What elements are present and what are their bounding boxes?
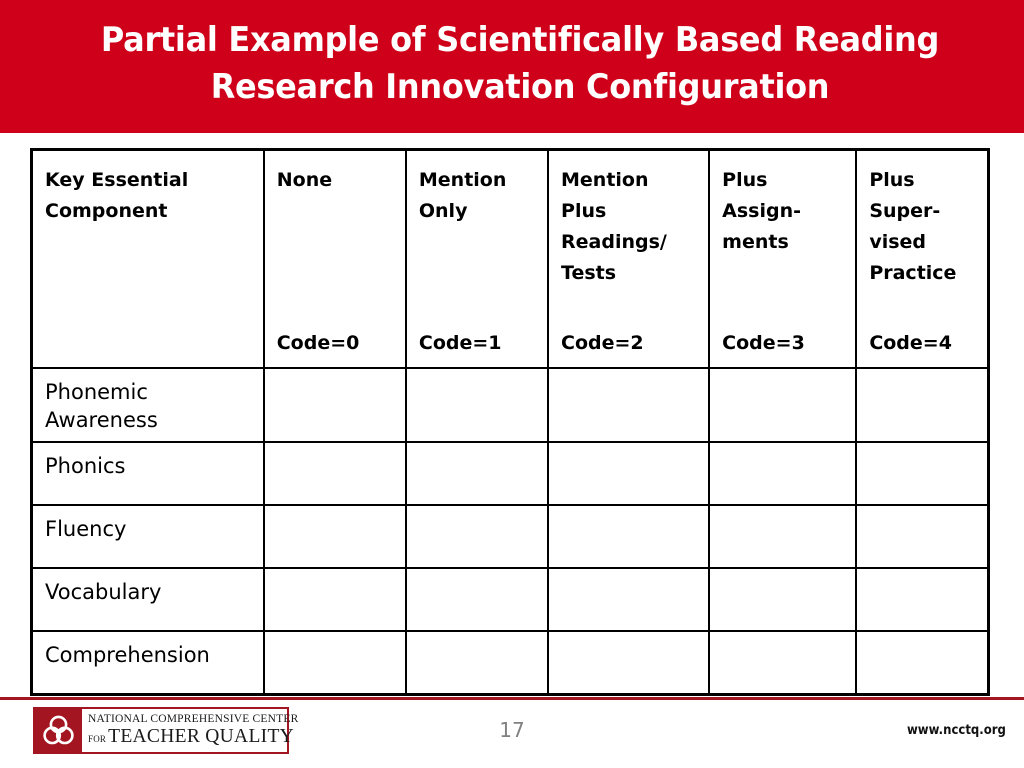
header-cell-none: None Code=0	[262, 148, 407, 369]
innovation-configuration-table: Key Essential Component None Code=0 Ment…	[30, 148, 990, 696]
cell-phonics-code2[interactable]	[547, 441, 711, 506]
row-header-fluency: Fluency	[30, 504, 265, 569]
header-label-component: Key Essential Component	[45, 169, 189, 222]
logo-line-national-comprehensive-center: NATIONAL COMPREHENSIVE CENTER	[88, 713, 299, 725]
cell-comprehension-code4[interactable]	[855, 630, 990, 696]
table-row: Vocabulary	[30, 567, 990, 632]
row-header-phonics: Phonics	[30, 441, 265, 506]
header-label-mention-only: Mention Only	[418, 169, 507, 222]
title-banner: Partial Example of Scientifically Based …	[0, 0, 1024, 133]
cell-fluency-code1[interactable]	[404, 504, 550, 569]
cell-fluency-code0[interactable]	[262, 504, 407, 569]
slide-footer: NATIONAL COMPREHENSIVE CENTER FOR TEACHE…	[0, 700, 1024, 768]
cell-fluency-code2[interactable]	[547, 504, 711, 569]
header-code-mention-only: Code=1	[418, 332, 502, 354]
cell-phonemic-awareness-code1[interactable]	[404, 367, 550, 443]
row-header-vocabulary: Vocabulary	[30, 567, 265, 632]
page-title: Partial Example of Scientifically Based …	[100, 20, 940, 107]
cell-phonemic-awareness-code2[interactable]	[547, 367, 711, 443]
header-code-plus-supervised-practice: Code=4	[869, 332, 952, 354]
cell-comprehension-code0[interactable]	[262, 630, 407, 696]
cell-comprehension-code1[interactable]	[404, 630, 550, 696]
cell-phonics-code4[interactable]	[855, 441, 990, 506]
cell-comprehension-code2[interactable]	[547, 630, 711, 696]
table-header-row: Key Essential Component None Code=0 Ment…	[30, 148, 990, 369]
cell-vocabulary-code1[interactable]	[404, 567, 550, 632]
logo-line-teacher-quality: TEACHER QUALITY	[108, 726, 295, 747]
header-label-plus-assignments: Plus Assign- ments	[722, 169, 802, 253]
table-row: Phonics	[30, 441, 990, 506]
ncctq-logo: NATIONAL COMPREHENSIVE CENTER FOR TEACHE…	[33, 707, 298, 754]
header-label-none: None	[276, 169, 333, 191]
cell-comprehension-code3[interactable]	[708, 630, 858, 696]
row-header-phonemic-awareness: Phonemic Awareness	[30, 367, 265, 443]
header-code-plus-assignments: Code=3	[722, 332, 805, 354]
cell-phonemic-awareness-code4[interactable]	[855, 367, 990, 443]
website-url[interactable]: www.ncctq.org	[907, 723, 1006, 738]
header-cell-component: Key Essential Component	[30, 148, 265, 369]
cell-phonics-code0[interactable]	[262, 441, 407, 506]
cell-phonemic-awareness-code3[interactable]	[708, 367, 858, 443]
cell-fluency-code4[interactable]	[855, 504, 990, 569]
cell-vocabulary-code2[interactable]	[547, 567, 711, 632]
header-cell-plus-assignments: Plus Assign- ments Code=3	[708, 148, 858, 369]
cell-phonemic-awareness-code0[interactable]	[262, 367, 407, 443]
footer-divider	[0, 697, 1024, 700]
header-cell-plus-supervised-practice: Plus Super- vised Practice Code=4	[855, 148, 990, 369]
table-row: Comprehension	[30, 630, 990, 696]
cell-phonics-code1[interactable]	[404, 441, 550, 506]
table-row: Fluency	[30, 504, 990, 569]
table-row: Phonemic Awareness	[30, 367, 990, 443]
cell-vocabulary-code0[interactable]	[262, 567, 407, 632]
triquetra-knot-icon	[35, 709, 82, 752]
header-cell-mention-plus-readings: Mention Plus Readings/ Tests Code=2	[547, 148, 711, 369]
cell-phonics-code3[interactable]	[708, 441, 858, 506]
header-code-none: Code=0	[276, 332, 360, 354]
cell-vocabulary-code3[interactable]	[708, 567, 858, 632]
row-header-comprehension: Comprehension	[30, 630, 265, 696]
header-label-mention-plus-readings: Mention Plus Readings/ Tests	[561, 169, 667, 284]
cell-vocabulary-code4[interactable]	[855, 567, 990, 632]
header-label-plus-supervised-practice: Plus Super- vised Practice	[869, 169, 957, 284]
header-code-mention-plus-readings: Code=2	[561, 332, 644, 354]
page-number: 17	[499, 718, 525, 742]
header-cell-mention-only: Mention Only Code=1	[404, 148, 550, 369]
logo-word-for: FOR	[88, 734, 107, 744]
cell-fluency-code3[interactable]	[708, 504, 858, 569]
